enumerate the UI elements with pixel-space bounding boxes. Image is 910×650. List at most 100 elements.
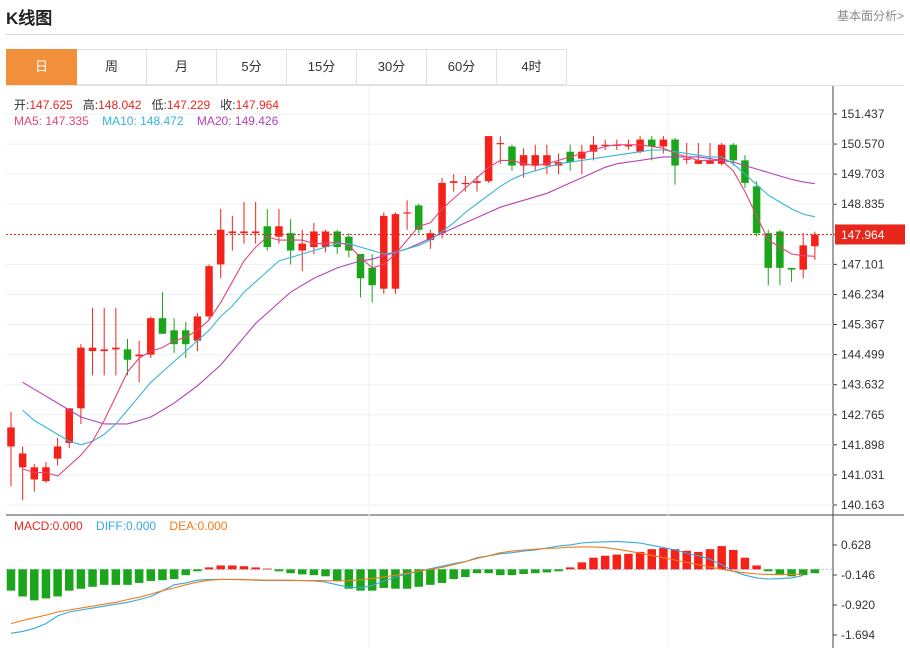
candle-body: [601, 144, 609, 146]
macd-bar: [810, 569, 820, 574]
ma10-label: MA10:: [102, 114, 137, 128]
candle-body: [112, 347, 120, 350]
macd-info: MACD:0.000 DIFF:0.000 DEA:0.000: [14, 519, 227, 533]
macd-bar: [565, 567, 575, 570]
price-tick-label: 144.499: [841, 348, 885, 362]
candle-body: [333, 231, 341, 248]
macd-bar: [647, 549, 656, 570]
price-tick-label: 140.163: [841, 498, 885, 512]
ma20-value: 149.426: [234, 114, 279, 128]
macd-bar: [169, 569, 179, 580]
candle-body: [636, 139, 644, 152]
price-tick-label: 142.765: [841, 408, 885, 422]
candle-body: [461, 182, 470, 185]
candle-body: [799, 245, 807, 270]
diff-value: 0.000: [126, 519, 157, 533]
candle-body: [216, 229, 225, 265]
tab-day[interactable]: 日: [6, 49, 77, 85]
price-tick-label: 141.898: [841, 438, 885, 452]
candle-body: [135, 354, 143, 357]
macd-bar: [449, 569, 458, 580]
macd-label: MACD:: [14, 519, 53, 533]
tab-4hour[interactable]: 4时: [497, 49, 567, 85]
macd-bar: [694, 551, 703, 570]
candle-body: [752, 186, 761, 234]
macd-bar: [764, 569, 773, 572]
candle-body: [578, 151, 586, 159]
candle-body: [380, 215, 388, 289]
macd-bar: [496, 569, 505, 576]
close-label: 收:: [220, 98, 236, 112]
macd-bar: [682, 550, 691, 570]
candle-body: [100, 349, 108, 352]
macd-bar: [635, 551, 645, 570]
candle-body: [30, 467, 39, 480]
macd-tick-label: 0.628: [841, 538, 871, 552]
chart-title: K线图: [6, 9, 53, 28]
macd-value: 0.000: [52, 519, 83, 533]
candle-body: [706, 160, 714, 164]
macd-bar: [624, 553, 633, 570]
macd-bar: [216, 565, 225, 570]
macd-bar: [111, 569, 121, 585]
candle-body: [613, 144, 621, 146]
macd-tick-label: -1.694: [841, 628, 875, 642]
macd-bar: [99, 569, 109, 585]
dea-line: [10, 546, 804, 625]
candle-body: [53, 446, 62, 459]
macd-bar: [531, 569, 540, 574]
candle-body: [205, 266, 213, 317]
candle-body: [42, 467, 50, 482]
price-tick-label: 143.632: [841, 378, 885, 392]
macd-bar: [612, 554, 622, 570]
macd-bar: [88, 569, 97, 587]
tab-week[interactable]: 周: [77, 49, 147, 85]
high-label: 高:: [82, 98, 99, 112]
candle-body: [147, 318, 155, 355]
candle-body: [624, 144, 633, 147]
candle-body: [426, 233, 435, 241]
macd-bar: [309, 569, 319, 576]
tab-60min[interactable]: 60分: [427, 49, 497, 85]
candle-body: [682, 158, 691, 160]
candle-body: [531, 155, 539, 166]
candle-body: [764, 233, 772, 268]
candle-body: [648, 139, 656, 147]
close-value: 147.964: [235, 98, 279, 112]
macd-bar: [717, 546, 726, 570]
tab-5min[interactable]: 5分: [217, 49, 287, 85]
candle-body: [310, 231, 318, 248]
candle-body: [671, 139, 679, 166]
price-tick-label: 150.570: [841, 137, 885, 151]
last-price-label: 147.964: [841, 228, 885, 242]
macd-bar: [6, 569, 16, 591]
low-label: 低:: [151, 98, 167, 112]
ma10-line: [22, 149, 816, 446]
candle-body: [473, 181, 481, 183]
macd-bar: [181, 569, 190, 576]
candle-body: [729, 144, 738, 161]
fundamental-analysis-link[interactable]: 基本面分析>: [836, 9, 904, 23]
macd-bar: [798, 569, 808, 576]
macd-bar: [402, 569, 412, 589]
tab-30min[interactable]: 30分: [357, 49, 427, 85]
macd-bar: [146, 569, 156, 581]
candle-body: [717, 144, 726, 164]
candle-body: [741, 160, 749, 183]
tab-month[interactable]: 月: [147, 49, 217, 85]
macd-bar: [134, 569, 144, 583]
candle-body: [811, 234, 819, 247]
dea-value: 0.000: [197, 519, 228, 533]
macd-bar: [286, 569, 295, 574]
macd-bar: [426, 569, 435, 585]
candle-body: [694, 160, 703, 164]
macd-bar: [158, 569, 167, 581]
candle-body: [484, 136, 493, 182]
tab-15min[interactable]: 15分: [287, 49, 357, 85]
macd-bar: [787, 569, 796, 577]
candle-body: [438, 182, 446, 234]
ma-info: MA5: 147.335 MA10: 148.472 MA20: 149.426: [14, 114, 278, 128]
macd-bar: [298, 569, 307, 575]
macd-bar: [193, 569, 202, 572]
